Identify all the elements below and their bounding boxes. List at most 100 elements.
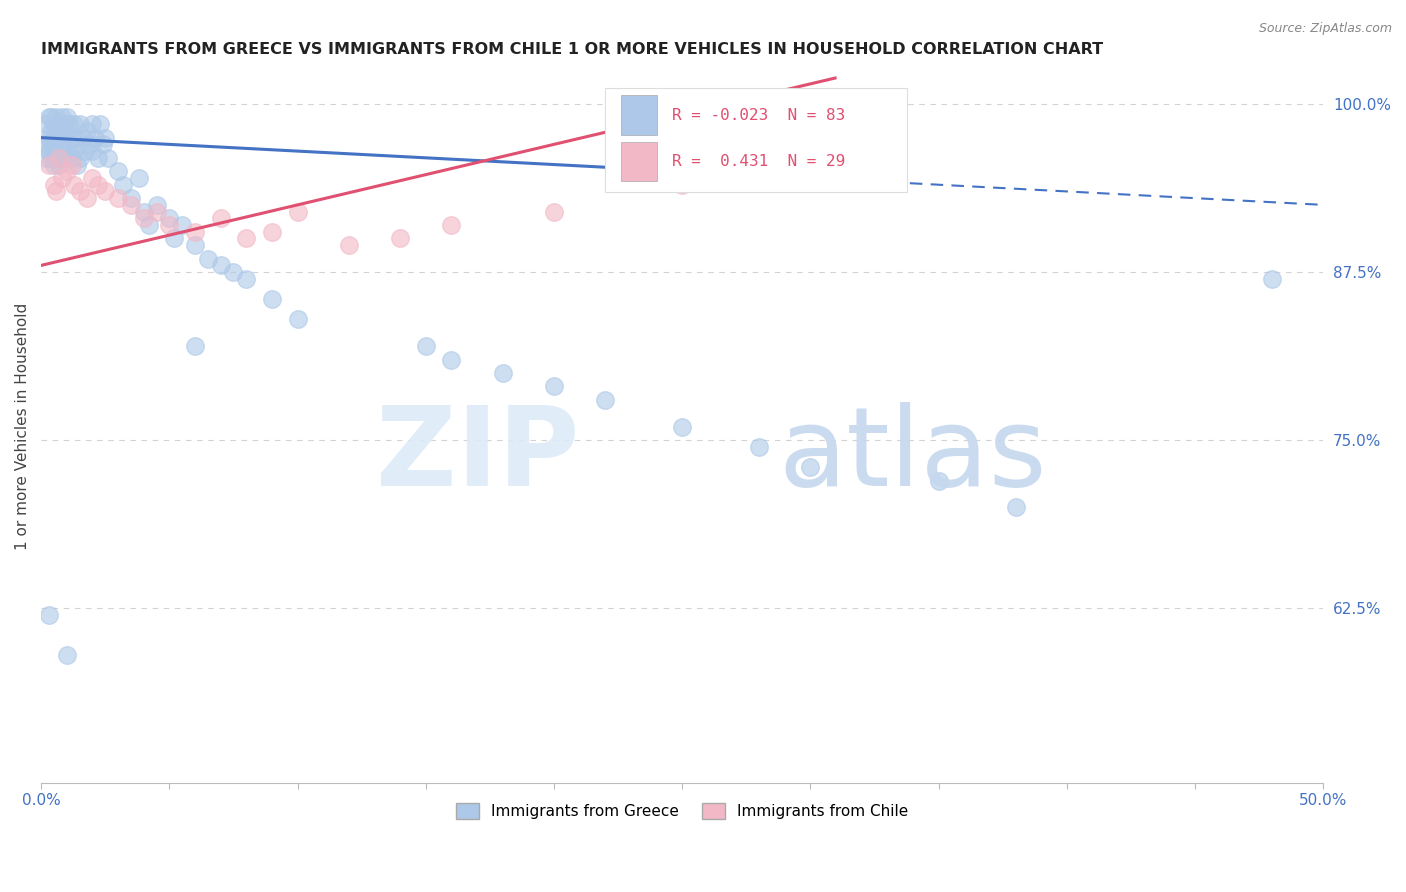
Point bbox=[86, 151, 108, 165]
Point bbox=[1004, 500, 1026, 515]
Point bbox=[76, 124, 98, 138]
Point bbox=[287, 204, 309, 219]
Point bbox=[41, 151, 63, 165]
Point bbox=[157, 211, 180, 226]
Point bbox=[157, 218, 180, 232]
Point bbox=[145, 204, 167, 219]
Point bbox=[209, 211, 232, 226]
Text: IMMIGRANTS FROM GREECE VS IMMIGRANTS FROM CHILE 1 OR MORE VEHICLES IN HOUSEHOLD : IMMIGRANTS FROM GREECE VS IMMIGRANTS FRO… bbox=[41, 42, 1104, 57]
Point bbox=[91, 137, 114, 152]
Point bbox=[184, 238, 207, 252]
Point bbox=[35, 117, 58, 131]
Text: ZIP: ZIP bbox=[377, 401, 579, 508]
Point bbox=[42, 117, 65, 131]
Point bbox=[260, 225, 283, 239]
Point bbox=[222, 265, 245, 279]
Point bbox=[112, 178, 135, 192]
Point bbox=[671, 419, 693, 434]
Point bbox=[543, 379, 565, 393]
Point bbox=[287, 312, 309, 326]
Point bbox=[66, 130, 89, 145]
Point bbox=[337, 238, 360, 252]
Point bbox=[671, 178, 693, 192]
Point bbox=[89, 117, 111, 131]
Point bbox=[48, 157, 70, 171]
Point bbox=[543, 204, 565, 219]
Point bbox=[58, 137, 80, 152]
Point bbox=[38, 144, 60, 158]
Point bbox=[82, 117, 104, 131]
Point bbox=[48, 117, 70, 131]
Point bbox=[45, 185, 67, 199]
Point bbox=[440, 352, 463, 367]
Point bbox=[53, 144, 76, 158]
Point bbox=[63, 178, 86, 192]
Point bbox=[70, 130, 93, 145]
FancyBboxPatch shape bbox=[620, 95, 657, 135]
Point bbox=[60, 157, 83, 171]
Point bbox=[260, 292, 283, 306]
Point bbox=[69, 151, 91, 165]
Point bbox=[51, 130, 73, 145]
Point bbox=[35, 151, 58, 165]
Text: atlas: atlas bbox=[779, 401, 1047, 508]
Text: R =  0.431  N = 29: R = 0.431 N = 29 bbox=[672, 154, 845, 169]
Point bbox=[184, 225, 207, 239]
Point bbox=[66, 157, 89, 171]
Point bbox=[63, 144, 86, 158]
Point bbox=[184, 339, 207, 353]
Point bbox=[58, 117, 80, 131]
Point bbox=[163, 231, 186, 245]
Point bbox=[45, 111, 67, 125]
Point bbox=[86, 178, 108, 192]
Point bbox=[63, 117, 86, 131]
Y-axis label: 1 or more Vehicles in Household: 1 or more Vehicles in Household bbox=[15, 303, 30, 550]
Point bbox=[79, 137, 101, 152]
Point bbox=[38, 130, 60, 145]
Point bbox=[82, 144, 104, 158]
Point bbox=[440, 218, 463, 232]
Point bbox=[593, 392, 616, 407]
Point bbox=[42, 157, 65, 171]
Point bbox=[132, 211, 155, 226]
Point bbox=[41, 124, 63, 138]
Point bbox=[94, 130, 117, 145]
Legend: Immigrants from Greece, Immigrants from Chile: Immigrants from Greece, Immigrants from … bbox=[450, 797, 914, 825]
Point bbox=[55, 164, 77, 178]
Point bbox=[60, 151, 83, 165]
Point bbox=[76, 191, 98, 205]
Point bbox=[94, 185, 117, 199]
Point bbox=[41, 137, 63, 152]
Point bbox=[42, 178, 65, 192]
Point bbox=[42, 130, 65, 145]
Point bbox=[107, 191, 129, 205]
Point bbox=[492, 366, 515, 380]
Point bbox=[45, 151, 67, 165]
Point bbox=[42, 144, 65, 158]
Point bbox=[120, 191, 142, 205]
Point bbox=[138, 218, 160, 232]
Point bbox=[82, 171, 104, 186]
Point bbox=[235, 272, 257, 286]
Point bbox=[55, 648, 77, 663]
Point bbox=[197, 252, 219, 266]
Point bbox=[415, 339, 437, 353]
Text: Source: ZipAtlas.com: Source: ZipAtlas.com bbox=[1258, 22, 1392, 36]
Point bbox=[38, 157, 60, 171]
Point bbox=[928, 474, 950, 488]
Point bbox=[172, 218, 194, 232]
Point bbox=[799, 460, 821, 475]
Point bbox=[69, 185, 91, 199]
Point bbox=[235, 231, 257, 245]
Point bbox=[55, 124, 77, 138]
Point bbox=[60, 130, 83, 145]
Point bbox=[73, 144, 96, 158]
Point bbox=[48, 130, 70, 145]
FancyBboxPatch shape bbox=[605, 88, 907, 192]
Point bbox=[41, 111, 63, 125]
Point bbox=[1261, 272, 1284, 286]
Point bbox=[53, 117, 76, 131]
Point bbox=[748, 440, 770, 454]
Point bbox=[55, 144, 77, 158]
Point bbox=[38, 111, 60, 125]
